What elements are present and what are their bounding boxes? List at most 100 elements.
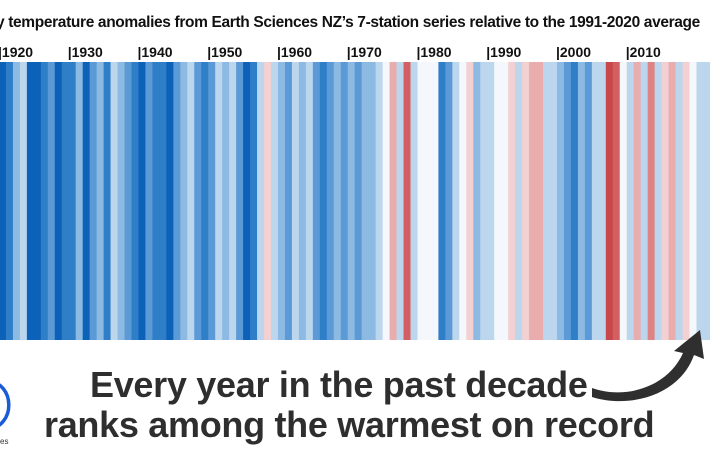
stripe-1949 bbox=[201, 62, 209, 340]
stripe-1990 bbox=[487, 62, 495, 340]
stripe-2011 bbox=[633, 62, 642, 340]
stripe-1960 bbox=[277, 62, 286, 340]
stripe-1973 bbox=[368, 62, 377, 340]
stripe-1923 bbox=[19, 62, 28, 340]
stripe-1972 bbox=[361, 62, 370, 340]
stripe-1986 bbox=[459, 62, 467, 340]
stripe-1964 bbox=[305, 62, 314, 340]
stripe-1992 bbox=[501, 62, 509, 340]
tick-label-1950: |1950 bbox=[207, 44, 242, 60]
stripe-2001 bbox=[563, 62, 572, 340]
stripe-1984 bbox=[445, 62, 453, 340]
stripe-1993 bbox=[508, 62, 516, 340]
stripe-1999 bbox=[550, 62, 558, 340]
stripe-1926 bbox=[40, 62, 49, 340]
curved-arrow-icon bbox=[592, 330, 704, 402]
stripe-2020 bbox=[696, 62, 704, 340]
stripe-1996 bbox=[529, 62, 537, 340]
stripe-2019 bbox=[689, 62, 697, 340]
stripe-1941 bbox=[145, 62, 153, 340]
stripe-1958 bbox=[264, 62, 272, 340]
stripe-1962 bbox=[291, 62, 300, 340]
stripe-2010 bbox=[626, 62, 635, 340]
stripe-1991 bbox=[494, 62, 502, 340]
stripe-1994 bbox=[515, 62, 523, 340]
warming-stripes-chart: |1920 |1930 |1940 |1950 |1960 |1970 |1980 |1990… bbox=[0, 44, 710, 340]
stripe-2017 bbox=[675, 62, 683, 340]
stripe-1943 bbox=[159, 62, 167, 340]
stripe-1959 bbox=[271, 62, 279, 340]
stripe-1940 bbox=[138, 62, 146, 340]
stripe-1957 bbox=[257, 62, 265, 340]
stripe-1935 bbox=[103, 62, 111, 340]
chart-title: y temperature anomalies from Earth Scien… bbox=[0, 14, 700, 31]
caption-line-1: Every year in the past decade bbox=[90, 364, 588, 405]
stripe-1988 bbox=[473, 62, 481, 340]
stripe-2008 bbox=[612, 62, 621, 340]
stripe-1924 bbox=[26, 62, 35, 340]
stripe-1947 bbox=[187, 62, 195, 340]
tick-label-1960: |1960 bbox=[277, 44, 312, 60]
stripe-1934 bbox=[96, 62, 105, 340]
stripe-1950 bbox=[208, 62, 216, 340]
stripe-1982 bbox=[431, 62, 439, 340]
stripe-1920 bbox=[0, 62, 7, 340]
stripe-1939 bbox=[131, 62, 139, 340]
stripe-1981 bbox=[424, 62, 432, 340]
stripe-1968 bbox=[333, 62, 342, 340]
stripe-2006 bbox=[598, 62, 607, 340]
stripe-1997 bbox=[536, 62, 544, 340]
stripe-1955 bbox=[243, 62, 251, 340]
tick-label-2010: |2010 bbox=[626, 44, 661, 60]
caption-line-2: ranks among the warmest on record bbox=[44, 404, 655, 445]
stripe-1983 bbox=[438, 62, 446, 340]
stripe-2007 bbox=[605, 62, 614, 340]
stripe-1938 bbox=[124, 62, 132, 340]
stripe-1976 bbox=[389, 62, 397, 340]
stripe-1965 bbox=[312, 62, 321, 340]
stripe-1929 bbox=[61, 62, 70, 340]
stripe-1985 bbox=[452, 62, 460, 340]
stripe-1963 bbox=[298, 62, 307, 340]
stripe-1944 bbox=[166, 62, 174, 340]
stripe-1922 bbox=[12, 62, 21, 340]
stripe-1977 bbox=[396, 62, 404, 340]
tick-label-1940: |1940 bbox=[137, 44, 172, 60]
stripe-1971 bbox=[354, 62, 363, 340]
stripe-1945 bbox=[173, 62, 181, 340]
stripe-2016 bbox=[668, 62, 676, 340]
stripe-1974 bbox=[375, 62, 384, 340]
logo-icon bbox=[0, 383, 11, 427]
stripe-2004 bbox=[584, 62, 593, 340]
stripe-1937 bbox=[117, 62, 125, 340]
stripe-1987 bbox=[466, 62, 474, 340]
stripe-2009 bbox=[619, 62, 628, 340]
stripe-2018 bbox=[682, 62, 690, 340]
stripe-2021 bbox=[703, 62, 710, 340]
stripe-1980 bbox=[417, 62, 425, 340]
logo-text: es bbox=[0, 437, 9, 446]
stripe-2003 bbox=[577, 62, 586, 340]
year-ticks: |1920 |1930 |1940 |1950 |1960 |1970 |1980 |1990… bbox=[0, 44, 661, 60]
stripe-2013 bbox=[647, 62, 656, 340]
stripe-1951 bbox=[215, 62, 223, 340]
tick-label-2000: |2000 bbox=[556, 44, 591, 60]
stripe-1979 bbox=[410, 62, 418, 340]
stripe-1921 bbox=[5, 62, 14, 340]
stripe-2014 bbox=[654, 62, 663, 340]
stripe-1928 bbox=[54, 62, 63, 340]
stripe-2000 bbox=[556, 62, 565, 340]
stripe-1995 bbox=[522, 62, 530, 340]
stripe-1927 bbox=[47, 62, 56, 340]
stripe-1946 bbox=[180, 62, 188, 340]
stripe-1975 bbox=[382, 62, 390, 340]
stripe-1953 bbox=[229, 62, 237, 340]
tick-label-1970: |1970 bbox=[347, 44, 382, 60]
stripe-1942 bbox=[152, 62, 160, 340]
stripe-1967 bbox=[326, 62, 335, 340]
stripe-1956 bbox=[250, 62, 258, 340]
stripe-2002 bbox=[570, 62, 579, 340]
stripe-1978 bbox=[403, 62, 411, 340]
tick-label-1920: |1920 bbox=[0, 44, 33, 60]
stripe-1952 bbox=[222, 62, 230, 340]
